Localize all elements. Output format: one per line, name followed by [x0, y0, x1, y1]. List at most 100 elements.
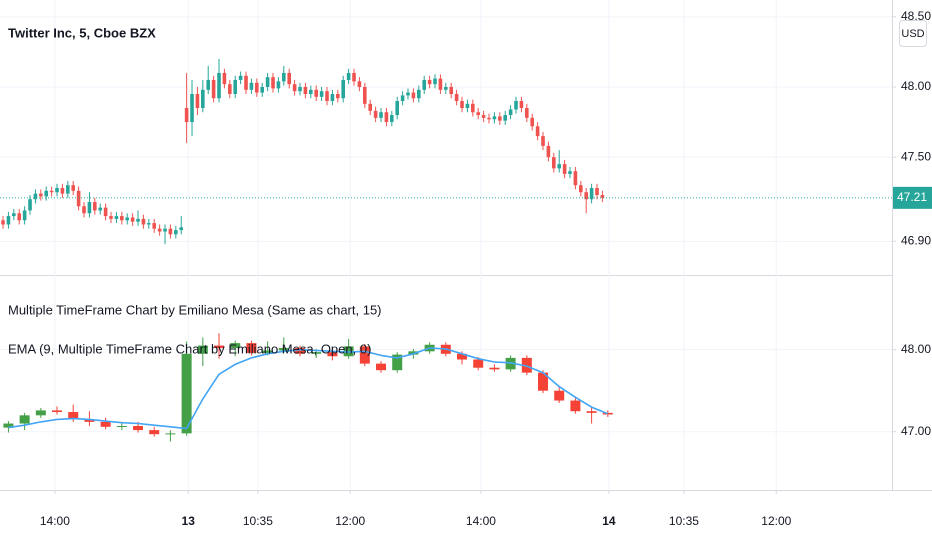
y-tick-label: 48.00	[901, 79, 931, 93]
candle-body	[427, 79, 432, 85]
candle-body	[471, 103, 475, 113]
candle-body	[114, 216, 119, 219]
candle-body	[1, 220, 5, 225]
candle-body	[141, 218, 146, 225]
candle-body	[363, 86, 367, 104]
x-tick-label: 10:35	[669, 514, 699, 528]
candle-body	[22, 210, 27, 221]
candle-body	[368, 103, 373, 111]
candle-body	[249, 82, 254, 90]
candle-body	[233, 79, 238, 95]
x-tick-label: 12:00	[335, 514, 365, 528]
candle-body	[190, 94, 194, 123]
candle-body	[521, 357, 532, 373]
candle-body	[390, 115, 394, 123]
candle-body	[586, 411, 597, 413]
candle-body	[35, 410, 46, 416]
marks	[0, 58, 892, 442]
y-tick-label: 47.00	[901, 424, 931, 438]
candle-body	[163, 228, 167, 232]
candle-body	[346, 72, 351, 80]
candle-body	[589, 188, 594, 200]
candle-body	[116, 425, 127, 427]
candle-body	[530, 117, 535, 127]
candle-body	[149, 430, 160, 435]
x-tick-label: 14	[602, 514, 616, 528]
candle-body	[579, 185, 583, 193]
candle-body	[460, 101, 464, 109]
candle-body	[481, 115, 486, 118]
candle-body	[100, 421, 111, 427]
candle-body	[55, 188, 59, 193]
candle-body	[19, 415, 30, 424]
candle-body	[3, 423, 14, 428]
candle-body	[39, 193, 43, 197]
candle-body	[179, 227, 184, 231]
candle-body	[33, 193, 38, 200]
candle-body	[195, 94, 200, 109]
candle-body	[395, 101, 400, 116]
candle-body	[376, 363, 387, 371]
candle-body	[562, 164, 567, 174]
candle-body	[584, 192, 589, 200]
candle-body	[66, 185, 70, 194]
candle-body	[52, 410, 63, 413]
currency-button[interactable]	[899, 20, 927, 47]
candle-body	[570, 400, 581, 412]
candle-body	[165, 433, 176, 435]
candle-body	[595, 188, 599, 196]
candle-body	[330, 94, 335, 102]
candle-body	[546, 145, 551, 158]
candle-body	[214, 345, 225, 349]
y-tick-label: 48.00	[901, 342, 931, 356]
candle-body	[552, 157, 556, 169]
candle-body	[519, 101, 524, 109]
ema-legend: EMA (9, Multiple TimeFrame Chart by Emil…	[8, 341, 371, 356]
candle-body	[298, 86, 302, 92]
candle-body	[292, 84, 297, 92]
candle-body	[327, 352, 338, 357]
candle-body	[125, 217, 130, 221]
candle-body	[535, 126, 540, 137]
candle-body	[357, 81, 362, 87]
ema-line	[8, 347, 609, 430]
candle-body	[262, 350, 273, 353]
candle-body	[181, 353, 192, 434]
candle-body	[130, 217, 135, 222]
candle-body	[271, 77, 275, 89]
candle-body	[311, 352, 322, 354]
candle-body	[465, 103, 470, 109]
candle-body	[244, 75, 248, 90]
candle-body	[217, 72, 221, 99]
candle-body	[278, 348, 289, 351]
candle-body	[325, 91, 329, 102]
x-tick-label: 14:00	[466, 514, 496, 528]
currency-label[interactable]: USD	[901, 28, 924, 40]
candle-body	[228, 84, 232, 95]
candle-body	[49, 190, 54, 193]
candle-body	[174, 230, 178, 235]
candle-body	[260, 86, 265, 93]
candle-body	[384, 112, 389, 123]
candle-body	[406, 92, 410, 96]
candle-body	[287, 72, 292, 85]
candle-body	[392, 354, 403, 371]
candle-body	[68, 412, 79, 420]
candle-body	[12, 213, 16, 217]
last-price-box	[893, 186, 932, 209]
candle-body	[120, 216, 124, 221]
last-price-label: 47.21	[897, 190, 927, 204]
candle-body	[44, 190, 49, 197]
candle-body	[168, 228, 173, 235]
candle-body	[60, 188, 65, 194]
x-tick-label: 14:00	[40, 514, 70, 528]
candle-body	[206, 79, 211, 90]
candle-body	[573, 171, 578, 186]
candle-body	[184, 108, 189, 123]
candle-body	[255, 82, 259, 93]
candle-body	[84, 419, 95, 422]
x-tick-label: 12:00	[761, 514, 791, 528]
candle-body	[319, 91, 324, 97]
candle-body	[557, 164, 562, 169]
